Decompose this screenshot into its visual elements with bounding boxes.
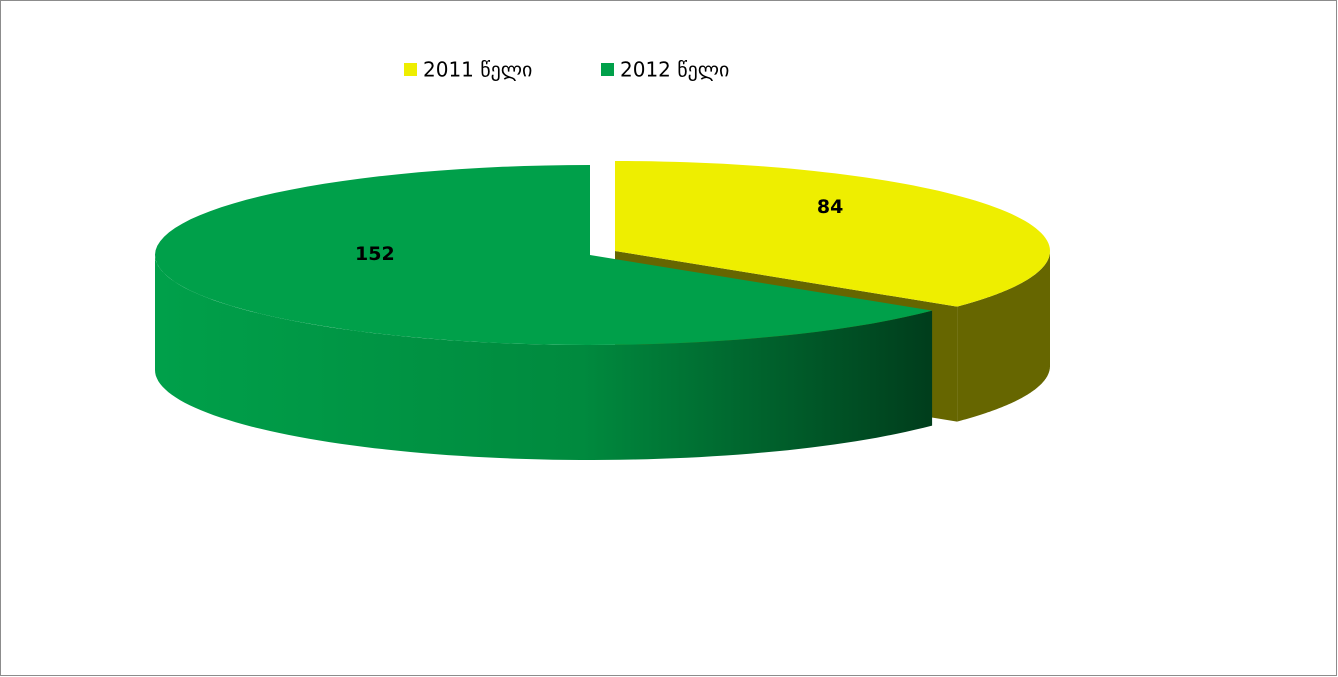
- slice-side: [957, 251, 1050, 422]
- slice-top: [155, 165, 933, 345]
- data-label: 84: [817, 196, 843, 218]
- legend-swatch: [404, 63, 417, 76]
- legend-label: 2011 წელი: [423, 58, 532, 82]
- slice-side: [155, 255, 933, 460]
- legend-swatch: [601, 63, 614, 76]
- slice-top: [615, 161, 1050, 307]
- pie-slice: [155, 165, 933, 460]
- legend-label: 2012 წელი: [620, 58, 729, 82]
- data-label: 152: [355, 243, 395, 265]
